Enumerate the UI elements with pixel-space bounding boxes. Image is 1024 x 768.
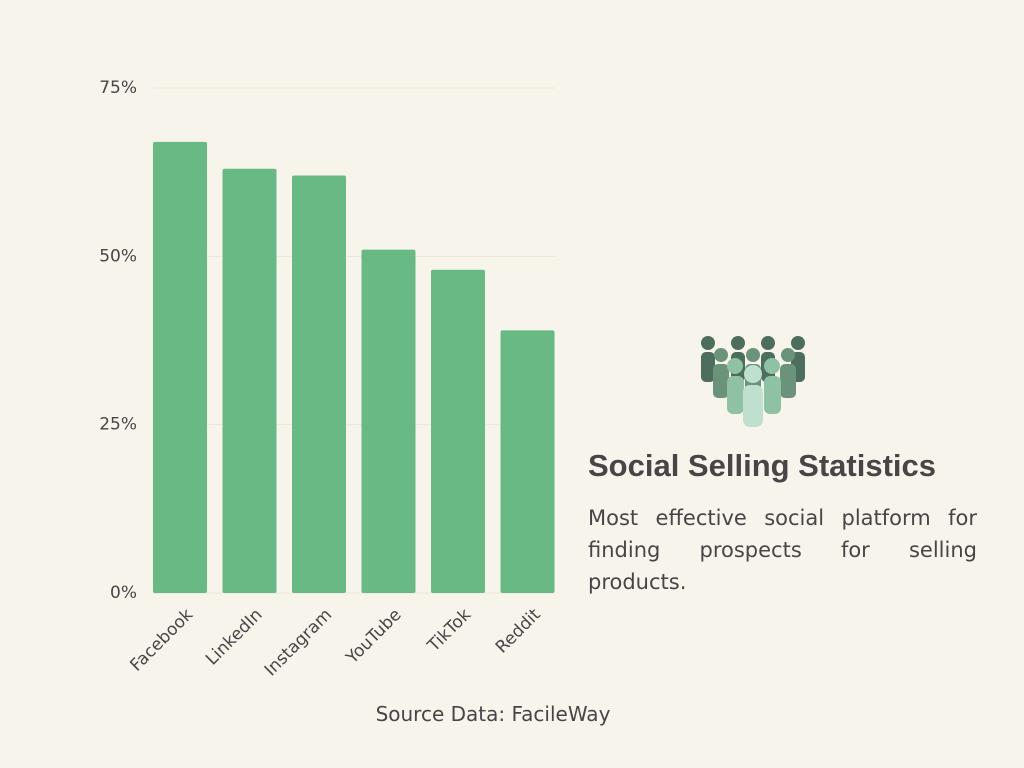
y-tick-label: 50% bbox=[99, 246, 137, 266]
bar bbox=[292, 175, 346, 594]
bar bbox=[431, 269, 485, 593]
y-tick-label: 0% bbox=[110, 583, 137, 603]
x-tick-label: Facebook bbox=[126, 605, 197, 676]
bar bbox=[361, 249, 416, 593]
x-tick-label: TikTok bbox=[423, 605, 475, 657]
x-tick-label: LinkedIn bbox=[202, 605, 267, 670]
bar bbox=[500, 330, 555, 593]
x-tick-label: YouTube bbox=[342, 605, 406, 669]
y-tick-label: 25% bbox=[99, 415, 137, 435]
bar bbox=[153, 141, 207, 593]
source-note: Source Data: FacileWay bbox=[375, 702, 611, 726]
bar bbox=[222, 168, 277, 594]
y-tick-label: 75% bbox=[99, 78, 137, 98]
x-tick-label: Instagram bbox=[261, 605, 336, 680]
chart-title: Social Selling Statistics bbox=[588, 448, 937, 483]
x-tick-label: Reddit bbox=[492, 605, 545, 658]
description: Most effective social platform for findi… bbox=[588, 506, 977, 594]
people-icon bbox=[701, 336, 805, 427]
